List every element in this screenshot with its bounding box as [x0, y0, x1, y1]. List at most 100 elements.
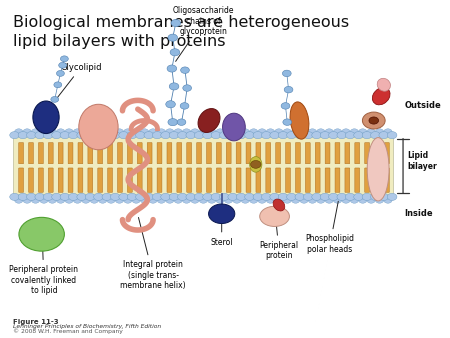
FancyBboxPatch shape [137, 143, 142, 164]
FancyBboxPatch shape [216, 143, 221, 164]
FancyBboxPatch shape [207, 168, 212, 192]
FancyBboxPatch shape [88, 143, 93, 164]
Circle shape [367, 129, 375, 135]
FancyBboxPatch shape [48, 143, 53, 164]
Circle shape [245, 193, 254, 200]
Circle shape [308, 197, 317, 203]
Circle shape [157, 129, 166, 135]
Circle shape [199, 197, 207, 203]
Bar [13, 135, 393, 197]
Circle shape [345, 131, 355, 139]
Circle shape [52, 131, 61, 139]
Circle shape [40, 129, 48, 135]
Ellipse shape [198, 108, 220, 132]
Text: Lipid
bilayer: Lipid bilayer [407, 151, 437, 171]
FancyBboxPatch shape [296, 168, 300, 192]
Circle shape [211, 131, 221, 139]
FancyBboxPatch shape [315, 168, 320, 192]
Circle shape [132, 129, 140, 135]
Circle shape [170, 49, 180, 56]
Circle shape [194, 131, 204, 139]
Circle shape [337, 131, 346, 139]
Circle shape [127, 131, 137, 139]
Ellipse shape [369, 117, 378, 124]
FancyBboxPatch shape [117, 143, 122, 164]
FancyBboxPatch shape [88, 168, 93, 192]
Circle shape [207, 129, 216, 135]
Circle shape [283, 197, 292, 203]
Circle shape [99, 197, 107, 203]
Circle shape [14, 129, 23, 135]
Text: Outside: Outside [405, 101, 441, 111]
Circle shape [379, 131, 388, 139]
Circle shape [253, 193, 263, 200]
Circle shape [191, 197, 199, 203]
FancyBboxPatch shape [197, 143, 202, 164]
FancyBboxPatch shape [19, 168, 23, 192]
Circle shape [387, 131, 397, 139]
FancyBboxPatch shape [364, 143, 369, 164]
Circle shape [73, 197, 82, 203]
Circle shape [379, 193, 388, 200]
Circle shape [211, 193, 221, 200]
FancyBboxPatch shape [108, 143, 112, 164]
FancyBboxPatch shape [226, 143, 231, 164]
Circle shape [203, 131, 212, 139]
Circle shape [99, 129, 107, 135]
Text: © 2008 W.H. Freeman and Company: © 2008 W.H. Freeman and Company [13, 329, 123, 335]
Circle shape [166, 129, 174, 135]
Circle shape [177, 119, 186, 125]
Circle shape [169, 83, 179, 90]
Ellipse shape [33, 101, 59, 134]
FancyBboxPatch shape [78, 168, 83, 192]
FancyBboxPatch shape [384, 143, 389, 164]
Circle shape [261, 193, 271, 200]
Circle shape [161, 131, 171, 139]
Circle shape [180, 67, 189, 73]
Circle shape [18, 193, 28, 200]
Circle shape [362, 131, 372, 139]
FancyBboxPatch shape [374, 143, 379, 164]
Circle shape [174, 197, 182, 203]
FancyBboxPatch shape [286, 168, 290, 192]
Circle shape [186, 131, 196, 139]
Circle shape [233, 129, 241, 135]
Circle shape [178, 193, 187, 200]
FancyBboxPatch shape [345, 168, 350, 192]
FancyBboxPatch shape [29, 143, 33, 164]
FancyBboxPatch shape [256, 143, 261, 164]
Circle shape [359, 197, 367, 203]
Circle shape [81, 129, 90, 135]
FancyBboxPatch shape [364, 168, 369, 192]
Circle shape [274, 197, 283, 203]
Text: Integral protein
(single trans-
membrane helix): Integral protein (single trans- membrane… [120, 217, 186, 290]
Circle shape [32, 197, 40, 203]
Circle shape [350, 129, 359, 135]
Circle shape [367, 197, 375, 203]
FancyBboxPatch shape [58, 143, 63, 164]
Circle shape [292, 129, 300, 135]
Circle shape [224, 129, 233, 135]
FancyBboxPatch shape [276, 168, 280, 192]
FancyBboxPatch shape [187, 143, 192, 164]
Circle shape [18, 131, 28, 139]
Circle shape [266, 197, 274, 203]
Circle shape [27, 193, 36, 200]
Circle shape [233, 197, 241, 203]
Circle shape [342, 129, 350, 135]
Circle shape [295, 193, 305, 200]
FancyBboxPatch shape [276, 143, 280, 164]
Circle shape [333, 129, 342, 135]
Circle shape [274, 129, 283, 135]
Circle shape [161, 193, 171, 200]
Circle shape [228, 131, 238, 139]
FancyBboxPatch shape [48, 168, 53, 192]
Circle shape [320, 131, 330, 139]
FancyBboxPatch shape [68, 143, 73, 164]
FancyBboxPatch shape [325, 168, 330, 192]
Circle shape [110, 193, 120, 200]
Circle shape [295, 131, 305, 139]
Circle shape [283, 70, 291, 77]
Circle shape [224, 197, 233, 203]
Circle shape [362, 193, 372, 200]
